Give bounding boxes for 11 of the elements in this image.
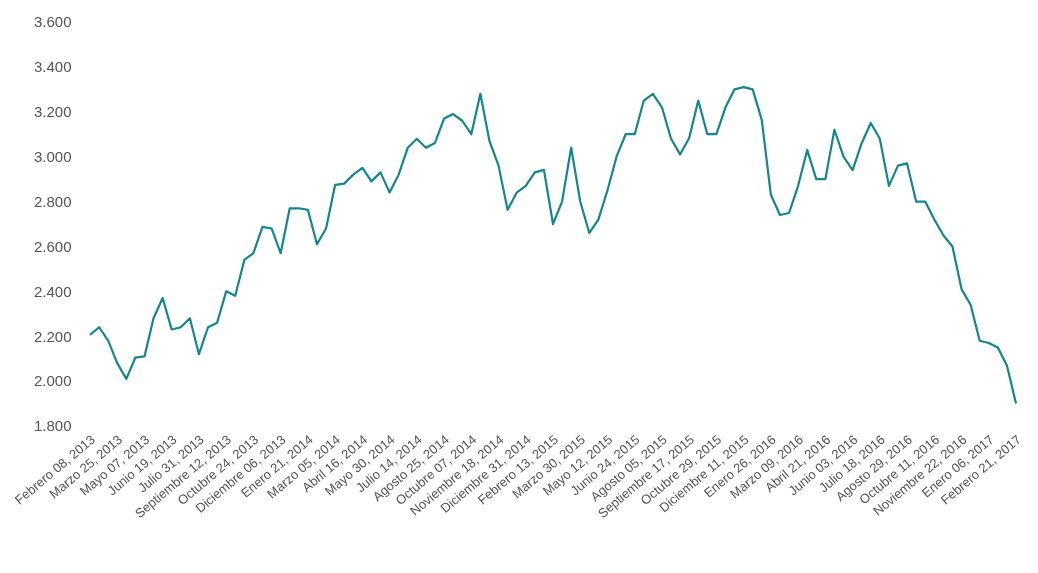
line-series — [88, 85, 1018, 405]
y-tick-label: 2.400 — [34, 282, 72, 300]
y-tick-label: 2.600 — [34, 237, 72, 255]
y-tick-label: 2.000 — [34, 372, 72, 390]
y-tick-label: 1.800 — [34, 417, 72, 435]
y-tick-label: 2.800 — [34, 192, 72, 210]
y-tick-label: 3.200 — [34, 103, 72, 121]
y-tick-label: 2.200 — [34, 327, 72, 345]
y-tick-label: 3.400 — [34, 58, 72, 76]
y-tick-label: 3.600 — [34, 13, 72, 31]
y-tick-label: 3.000 — [34, 147, 72, 165]
